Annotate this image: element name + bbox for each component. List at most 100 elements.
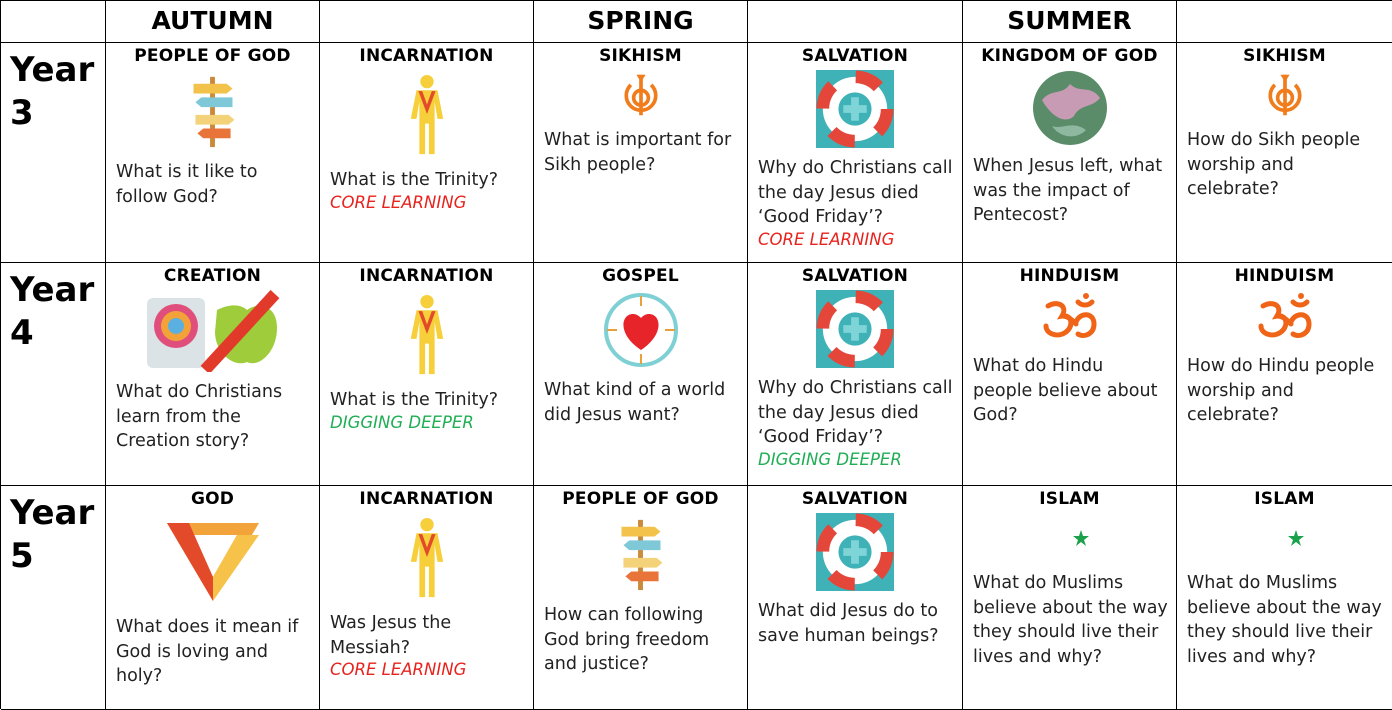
unit-title: PEOPLE OF GOD [134,46,291,66]
unit-icon [534,292,747,368]
year-label: Year [10,50,95,90]
icon [145,290,281,372]
unit-icon [1177,292,1392,344]
unit-cell: INCARNATION What is the Trinity? DIGGING D… [320,263,534,486]
icon [1040,292,1100,344]
header-cell [1,1,106,43]
header-cell [320,1,534,43]
unit-title: SALVATION [801,46,909,66]
header-cell: SUMMER [963,1,1177,43]
unit-cell: SALVATION What did Jesus do to save human… [748,486,963,710]
unit-title: SALVATION [801,489,909,509]
unit-icon [748,290,962,368]
icon [407,74,447,156]
icon [816,513,894,591]
unit-question: How do Hindu people worship and celebrat… [1187,356,1375,425]
unit-cell: ISLAM What do Muslims believe about the w… [963,486,1177,710]
icon [816,70,894,148]
unit-cell: INCARNATION What is the Trinity? CORE LEAR… [320,43,534,263]
unit-question: Why do Christians call the day Jesus die… [758,158,953,227]
unit-title: ISLAM [1039,489,1100,509]
unit-note: CORE LEARNING [330,660,467,679]
icon [1262,515,1308,561]
unit-cell: PEOPLE OF GOD How can following God bring… [534,486,748,710]
unit-title: PEOPLE OF GOD [562,489,719,509]
unit-cell: PEOPLE OF GOD What is it like to follow G… [106,43,320,263]
unit-question: What is it like to follow God? [116,162,258,207]
unit-question: Why do Christians call the day Jesus die… [758,378,953,447]
unit-question: What is important for Sikh people? [544,130,732,175]
unit-question: What do Muslims believe about the way th… [1187,573,1382,667]
unit-icon [748,70,962,148]
icon [816,290,894,368]
unit-cell: KINGDOM OF GOD When Jesus left, what was … [963,43,1177,263]
unit-question: What does it mean if God is loving and h… [116,617,299,686]
unit-title: INCARNATION [359,46,494,66]
header-cell: SPRING [534,1,748,43]
unit-cell: SIKHISM What is important for Sikh people… [534,43,748,263]
unit-title: HINDUISM [1019,266,1120,286]
unit-note: CORE LEARNING [758,229,895,249]
icon [611,515,671,593]
unit-title: KINGDOM OF GOD [981,46,1158,66]
unit-question: What do Hindu people believe about God? [973,356,1158,425]
unit-title: INCARNATION [359,266,494,286]
unit-icon [534,72,747,118]
unit-question: How do Sikh people worship and celebrate… [1187,130,1361,199]
header-cell [748,1,963,43]
unit-icon [106,290,319,372]
unit-question: What is the Trinity? [330,170,499,190]
unit-icon [1177,515,1392,561]
year-label: Year [10,270,95,310]
unit-question: How can following God bring freedom and … [544,605,710,674]
unit-icon [963,70,1176,146]
unit-cell: INCARNATION Was Jesus the Messiah? CORE LE… [320,486,534,710]
unit-question: What did Jesus do to save human beings? [758,601,939,646]
unit-icon [963,515,1176,561]
header-cell [1177,1,1392,43]
unit-title: ISLAM [1254,489,1315,509]
unit-icon [1177,72,1392,118]
unit-cell: CREATION What do Christians learn from th… [106,263,320,486]
year-number: 5 [10,536,34,576]
icon [163,517,263,603]
unit-cell: HINDUISM What do Hindu people believe abo… [963,263,1177,486]
unit-note: DIGGING DEEPER [758,449,902,469]
unit-title: GOSPEL [602,266,679,286]
icon [1032,70,1108,146]
unit-icon [320,294,533,376]
icon [603,292,679,368]
unit-cell: SIKHISM How do Sikh people worship and ce… [1177,43,1392,263]
unit-title: SALVATION [801,266,909,286]
unit-title: SIKHISM [1243,46,1326,66]
icon [1262,72,1308,118]
header-cell: AUTUMN [106,1,320,43]
unit-cell: ISLAM What do Muslims believe about the w… [1177,486,1392,710]
unit-question: What is the Trinity? [330,390,499,410]
unit-title: GOD [190,489,235,509]
year-cell: Year 5 [1,486,106,710]
unit-cell: SALVATION Why do Christians call the day … [748,263,963,486]
unit-cell: GOSPEL What kind of a world did Jesus wan… [534,263,748,486]
icon [1047,515,1093,561]
icon [407,517,447,599]
unit-note: DIGGING DEEPER [330,412,474,432]
year-label: Year [10,493,95,533]
icon [1255,292,1315,344]
unit-question: What kind of a world did Jesus want? [544,380,726,425]
unit-cell: SALVATION Why do Christians call the day … [748,43,963,263]
unit-icon [320,74,533,156]
year-number: 3 [10,93,34,133]
unit-icon [320,517,533,599]
unit-note: CORE LEARNING [330,192,467,212]
unit-icon [748,513,962,591]
unit-question: When Jesus left, what was the impact of … [973,156,1163,225]
unit-title: HINDUISM [1234,266,1335,286]
icon [618,72,664,118]
unit-title: SIKHISM [599,46,682,66]
unit-cell: GOD What does it mean if God is loving an… [106,486,320,710]
unit-icon [106,517,319,603]
unit-question: What do Muslims believe about the way th… [973,573,1168,667]
unit-icon [534,515,747,593]
